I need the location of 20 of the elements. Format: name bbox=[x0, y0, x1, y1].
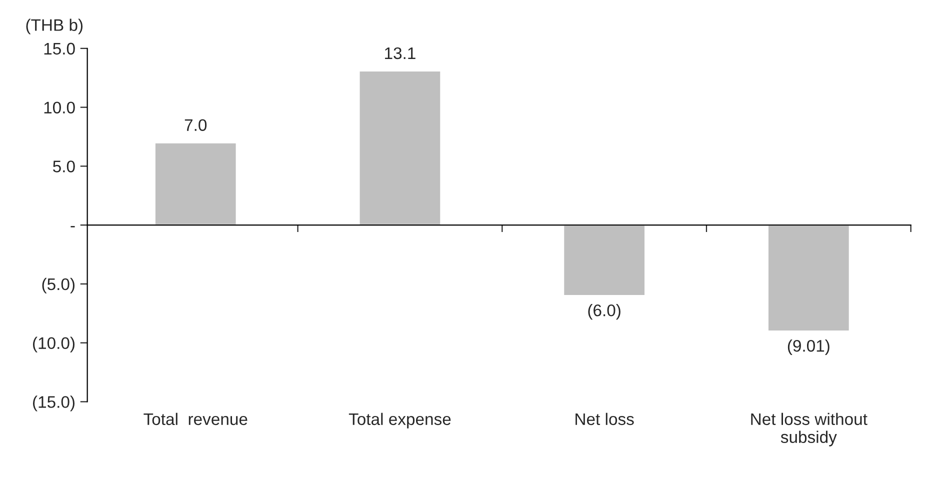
y-axis-title: (THB b) bbox=[26, 18, 83, 34]
x-tick-label: Total revenue bbox=[144, 412, 248, 426]
x-tick-label: Total expense bbox=[348, 412, 451, 428]
y-tick-label: (5.0) bbox=[42, 278, 74, 294]
data-label: (9.01) bbox=[788, 340, 830, 356]
x-tick-label: Net loss without subsidy bbox=[751, 412, 868, 446]
y-tick-label: 15.0 bbox=[44, 42, 75, 55]
y-tick-label: 5.0 bbox=[53, 160, 75, 172]
y-tick-label: (15.0) bbox=[33, 396, 74, 412]
data-label: (6.0) bbox=[588, 304, 620, 320]
y-tick-label: - bbox=[70, 226, 75, 228]
data-label: 7.0 bbox=[184, 119, 207, 131]
y-tick-label: 10.0 bbox=[44, 102, 75, 114]
bar bbox=[767, 224, 850, 332]
bar bbox=[358, 70, 442, 226]
x-tick-label: Net loss bbox=[576, 412, 634, 426]
bar bbox=[154, 142, 238, 226]
data-label: 13.1 bbox=[385, 47, 416, 60]
bar bbox=[562, 224, 646, 296]
y-tick-label: (10.0) bbox=[33, 336, 74, 352]
